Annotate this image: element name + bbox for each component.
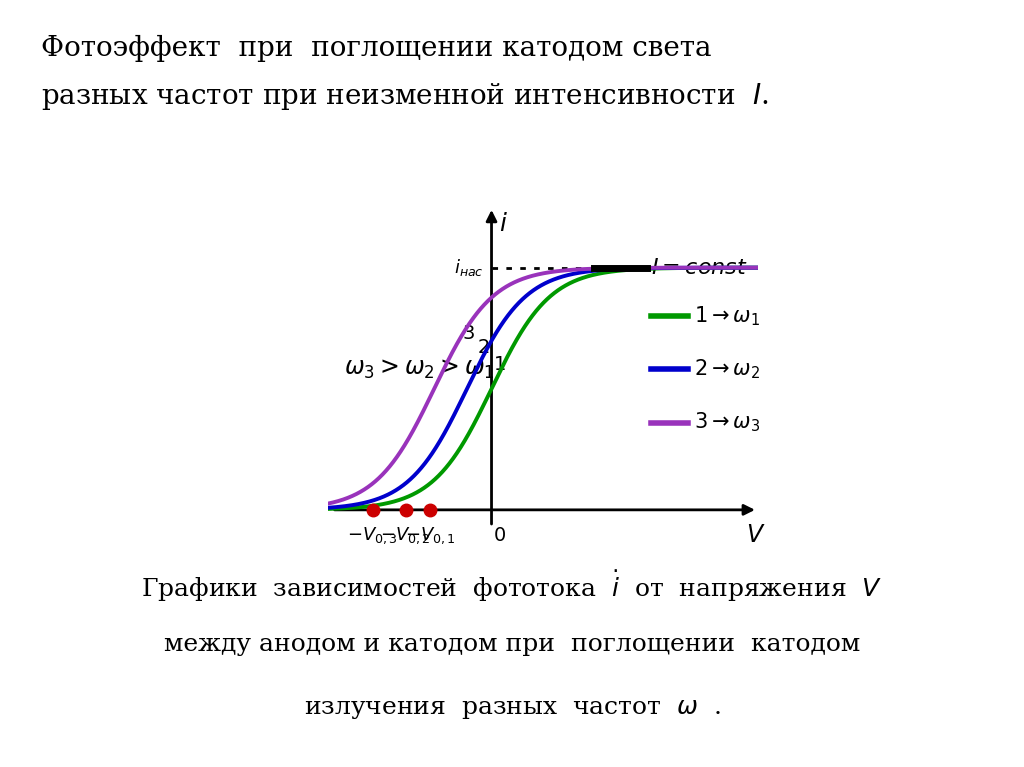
Text: между анодом и катодом при  поглощении  катодом: между анодом и катодом при поглощении ка… <box>164 633 860 656</box>
Text: излучения  разных  частот  $\omega$  .: излучения разных частот $\omega$ . <box>303 698 721 721</box>
Text: $\omega_3 > \omega_2 > \omega_1$: $\omega_3 > \omega_2 > \omega_1$ <box>344 357 495 381</box>
Text: $-V_{0,1}$: $-V_{0,1}$ <box>404 525 456 546</box>
Text: 1: 1 <box>495 355 507 374</box>
Text: $I = const$: $I = const$ <box>651 258 749 278</box>
Text: $V$: $V$ <box>745 523 766 547</box>
Text: $2 \rightarrow \omega_2$: $2 \rightarrow \omega_2$ <box>694 357 761 381</box>
Text: Фотоэффект  при  поглощении катодом света: Фотоэффект при поглощении катодом света <box>41 35 712 61</box>
Text: $-V_{0,2}$: $-V_{0,2}$ <box>380 525 431 546</box>
Text: $i$: $i$ <box>499 212 508 236</box>
Text: $-V_{0,3}$: $-V_{0,3}$ <box>347 525 398 546</box>
Text: $1 \rightarrow \omega_1$: $1 \rightarrow \omega_1$ <box>694 304 761 328</box>
Text: $i_{\mathit{нас}}$: $i_{\mathit{нас}}$ <box>455 257 484 278</box>
Text: Графики  зависимостей  фототока  $\dot{i}$  от  напряжения  $V$: Графики зависимостей фототока $\dot{i}$ … <box>141 568 883 604</box>
Text: 2: 2 <box>478 338 490 357</box>
Text: разных частот при неизменной интенсивности  $I$.: разных частот при неизменной интенсивнос… <box>41 81 769 111</box>
Text: 3: 3 <box>463 324 475 343</box>
Text: $3 \rightarrow \omega_3$: $3 \rightarrow \omega_3$ <box>694 411 761 434</box>
Text: $0$: $0$ <box>494 525 506 545</box>
